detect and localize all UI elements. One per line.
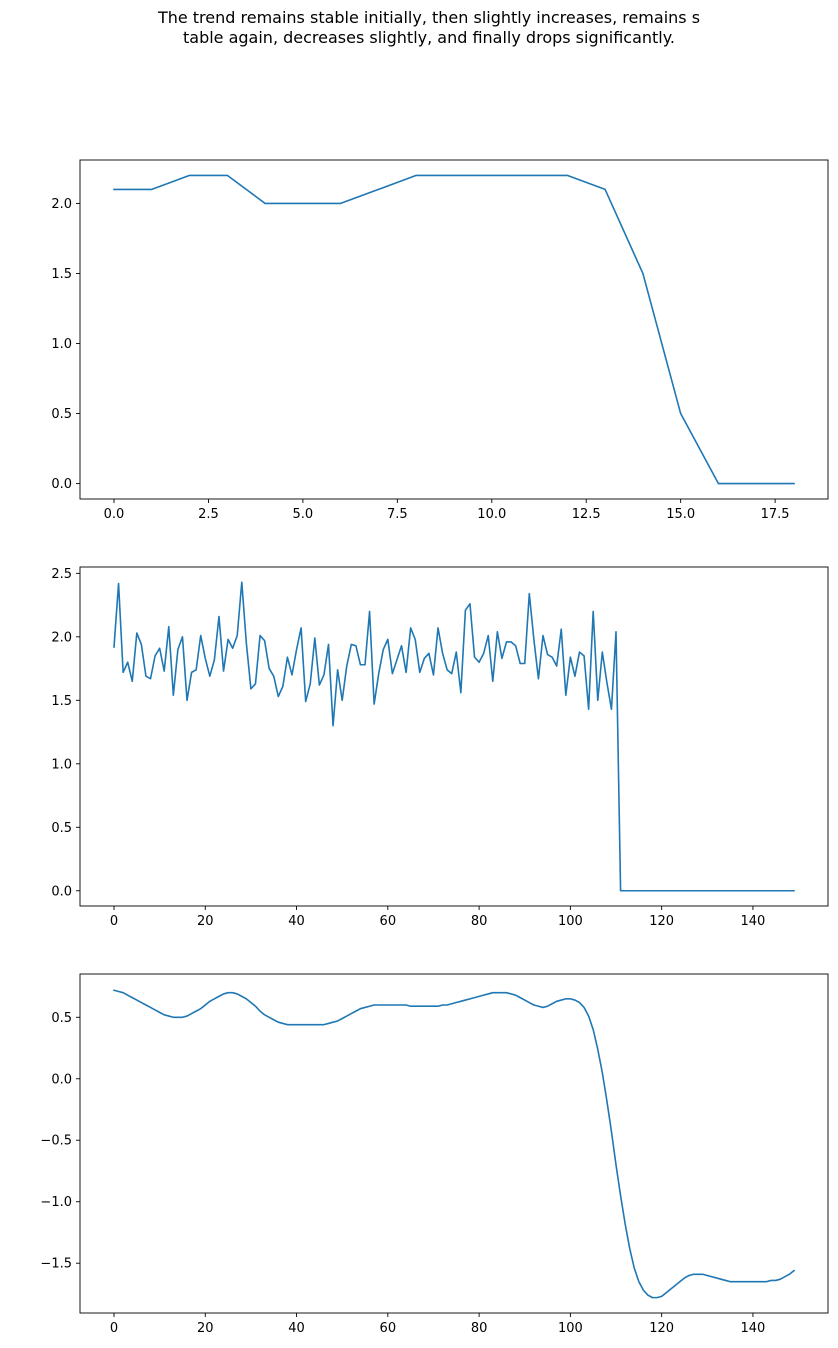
x-tick-label: 15.0 [666,507,695,522]
x-tick-label: 0.0 [104,507,125,522]
y-tick-label: 1.5 [51,694,72,709]
x-tick-label: 7.5 [387,507,408,522]
y-tick-label: 0.0 [51,1072,72,1087]
x-tick-label: 80 [471,1321,488,1336]
x-tick-label: 100 [558,914,583,929]
x-tick-label: 0 [110,1321,118,1336]
figure-title-line-2: table again, decreases slightly, and fin… [182,28,676,47]
x-tick-label: 40 [288,914,305,929]
y-tick-label: −0.5 [40,1134,72,1149]
x-tick-label: 20 [197,914,214,929]
x-tick-label: 60 [380,914,397,929]
top-line-chart: 0.0 2.5 5.0 7.5 10.0 12.5 15.0 17.5 0.0 0.5 1.0 1.5… [51,159,829,522]
axes-frame [79,159,829,500]
bottom-line-chart: 0 20 40 60 80 100 120 140 −1.5 −1.0 −0.5 0.0 0.5 [40,973,829,1336]
series-line [113,174,795,485]
y-tick-label: 1.0 [51,337,72,352]
y-tick-label: 0.0 [51,884,72,899]
x-tick-label: 40 [288,1321,305,1336]
x-tick-label: 120 [649,914,674,929]
x-tick-label: 20 [197,1321,214,1336]
axes-frame [79,973,829,1314]
x-tick-label: 60 [380,1321,397,1336]
figure-title: The trend remains stable initially, then… [0,8,838,48]
y-tick-label: 0.0 [51,477,72,492]
x-tick-label: 120 [649,1321,674,1336]
y-tick-label: 1.0 [51,757,72,772]
x-tick-label: 100 [558,1321,583,1336]
y-tick-label: 2.0 [51,630,72,645]
axes-frame [79,566,829,907]
y-tick-label: −1.0 [40,1195,72,1210]
x-tick-label: 5.0 [293,507,314,522]
x-tick-label: 0 [110,914,118,929]
y-tick-label: 0.5 [51,407,72,422]
x-tick-label: 140 [741,1321,766,1336]
y-tick-label: 0.5 [51,821,72,836]
y-tick-label: −1.5 [40,1257,72,1272]
y-tick-label: 2.5 [51,567,72,582]
series-line [113,581,795,892]
x-tick-label: 140 [741,914,766,929]
x-tick-label: 12.5 [572,507,601,522]
y-tick-label: 1.5 [51,267,72,282]
series-line [113,989,796,1299]
x-tick-label: 10.0 [477,507,506,522]
x-tick-label: 17.5 [761,507,790,522]
figure-title-line-1: The trend remains stable initially, then… [157,8,701,27]
middle-line-chart: 0 20 40 60 80 100 120 140 0.0 0.5 1.0 1.5 2.0 2.5 [51,566,829,929]
y-tick-label: 2.0 [51,197,72,212]
x-tick-label: 2.5 [198,507,219,522]
x-tick-label: 80 [471,914,488,929]
y-tick-label: 0.5 [51,1011,72,1026]
